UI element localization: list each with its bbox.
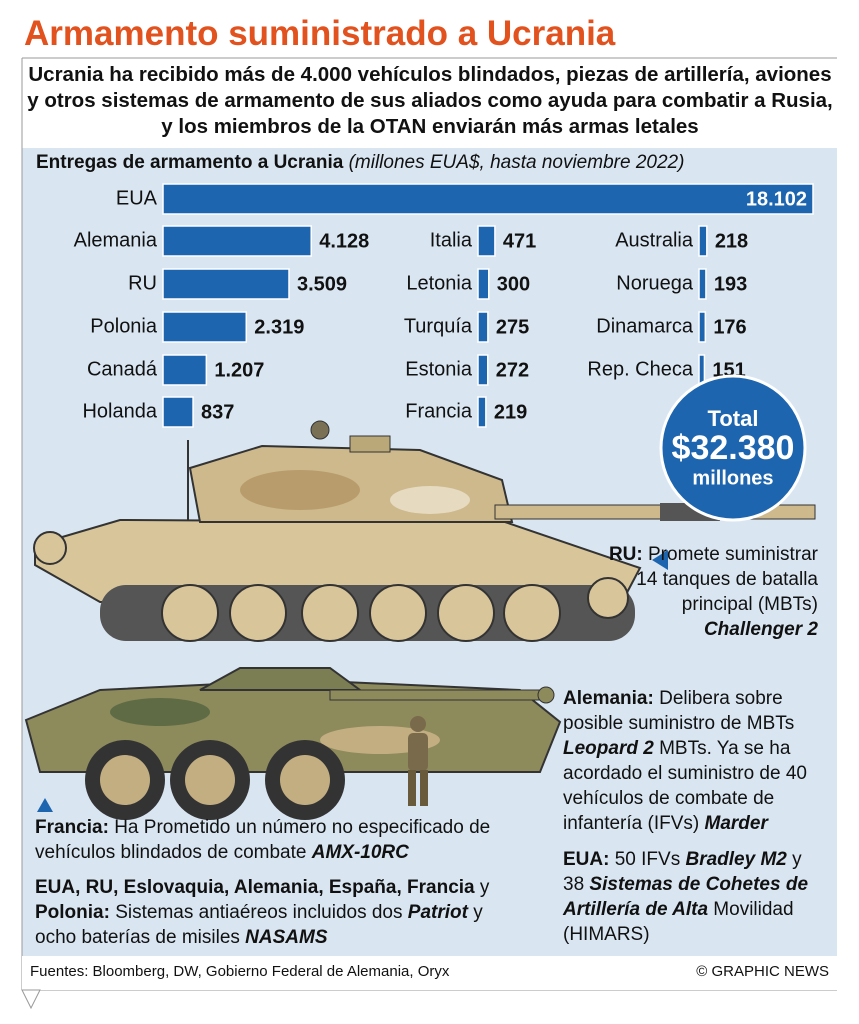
chart-title: Entregas de armamento a Ucrania	[36, 152, 344, 173]
note: RU: Promete suministrar 14 tanques de ba…	[598, 542, 818, 642]
note-text: 50 IFVs	[609, 849, 686, 870]
bar	[162, 183, 814, 215]
value-label: 837	[201, 401, 234, 423]
intro: Ucrania ha recibido más de 4.000 vehícul…	[27, 63, 833, 138]
tank-illustration	[33, 420, 816, 642]
pointer	[37, 798, 53, 812]
value-label: 300	[497, 273, 530, 295]
value-label: 219	[494, 401, 527, 423]
note-text: AMX-10RC	[311, 842, 409, 863]
bar	[162, 354, 208, 386]
value-label: 193	[714, 273, 747, 295]
note-text: Polonia:	[35, 902, 110, 923]
value-label: 176	[713, 316, 746, 338]
note-text: NASAMS	[245, 927, 328, 948]
pointer	[21, 989, 41, 1010]
bar	[477, 354, 489, 386]
pointer	[652, 550, 668, 570]
note-text: EUA:	[563, 849, 610, 870]
note-text: Promete suministrar 14 tanques de batall…	[636, 544, 818, 615]
note-text: Challenger 2	[703, 619, 818, 640]
armoured-car-illustration	[24, 667, 562, 820]
note-text: Movilidad (HIMARS)	[563, 899, 794, 945]
category-label: Rep. Checa	[587, 358, 693, 380]
bar	[698, 311, 707, 343]
category-label: Canadá	[87, 358, 158, 380]
bar	[162, 268, 290, 300]
category-label: Letonia	[406, 272, 472, 294]
note-text: Sistemas antiaéreos incluidos dos	[109, 902, 408, 923]
total-amount: $32.380	[672, 429, 795, 467]
note-text: Sistemas de Cohetes de Artillería de Alt…	[563, 874, 809, 920]
category-label: Italia	[430, 229, 473, 251]
note: Francia: Ha Prometido un número no espec…	[35, 815, 535, 865]
note-text: Bradley M2	[685, 849, 787, 870]
category-label: Holanda	[82, 400, 157, 422]
category-label: Francia	[405, 400, 473, 422]
bar	[477, 311, 489, 343]
bar	[698, 354, 706, 386]
note-text: EUA, RU, Eslovaquia, Alemania, España, F…	[35, 877, 475, 898]
note-text: Francia:	[35, 817, 109, 838]
value-label: 471	[503, 230, 536, 252]
note-text: Delibera sobre posible suministro de MBT…	[563, 688, 795, 734]
bar	[698, 268, 707, 300]
bar	[162, 311, 248, 343]
category-label: EUA	[116, 187, 158, 209]
note-text: y 38	[563, 849, 802, 895]
category-label: Noruega	[616, 272, 694, 294]
note: EUA: 50 IFVs Bradley M2 y 38 Sistemas de…	[563, 847, 821, 947]
bar	[477, 396, 487, 428]
note-text: Ha Prometido un número no especificado d…	[35, 817, 491, 863]
note-text: y	[474, 877, 490, 898]
category-label: Turquía	[404, 315, 473, 337]
total-unit: millones	[692, 467, 773, 489]
value-label: 1.207	[214, 359, 264, 381]
value-label: 4.128	[319, 230, 369, 252]
note-text: RU:	[608, 544, 643, 565]
note-text: Marder	[704, 813, 768, 834]
note-text: Patriot	[407, 902, 468, 923]
chart-subtitle: (millones EUA$, hasta noviembre 2022)	[348, 152, 685, 173]
credit: © GRAPHIC NEWS	[696, 963, 829, 980]
bar	[162, 225, 312, 257]
note-text: y ocho baterías de misiles	[35, 902, 483, 948]
note-text: MBTs. Ya se ha acordado el suministro de…	[563, 738, 807, 834]
total-badge	[659, 374, 807, 522]
total-label: Total	[708, 406, 759, 431]
title: Armamento suministrado a Ucrania	[24, 14, 616, 53]
category-label: RU	[128, 272, 157, 294]
sources: Fuentes: Bloomberg, DW, Gobierno Federal…	[30, 963, 450, 980]
category-label: Estonia	[405, 358, 473, 380]
value-label: 3.509	[297, 273, 347, 295]
bar	[162, 396, 194, 428]
category-label: Dinamarca	[596, 315, 694, 337]
footer-band	[22, 956, 837, 990]
note: Alemania: Delibera sobre posible suminis…	[563, 686, 831, 836]
category-label: Polonia	[90, 315, 158, 337]
value-label: 2.319	[254, 316, 304, 338]
category-label: Alemania	[74, 229, 158, 251]
note-text: Leopard 2	[563, 738, 654, 759]
value-label: 272	[496, 359, 529, 381]
bar	[477, 268, 490, 300]
note-text: Alemania:	[563, 688, 654, 709]
value-label: 18.102	[746, 188, 807, 210]
value-label: 275	[496, 316, 529, 338]
bar	[477, 225, 496, 257]
chart-heading: Entregas de armamento a Ucrania (millone…	[36, 152, 684, 174]
bar	[698, 225, 708, 257]
category-label: Australia	[615, 229, 694, 251]
note: EUA, RU, Eslovaquia, Alemania, España, F…	[35, 875, 525, 950]
value-label: 218	[715, 230, 748, 252]
